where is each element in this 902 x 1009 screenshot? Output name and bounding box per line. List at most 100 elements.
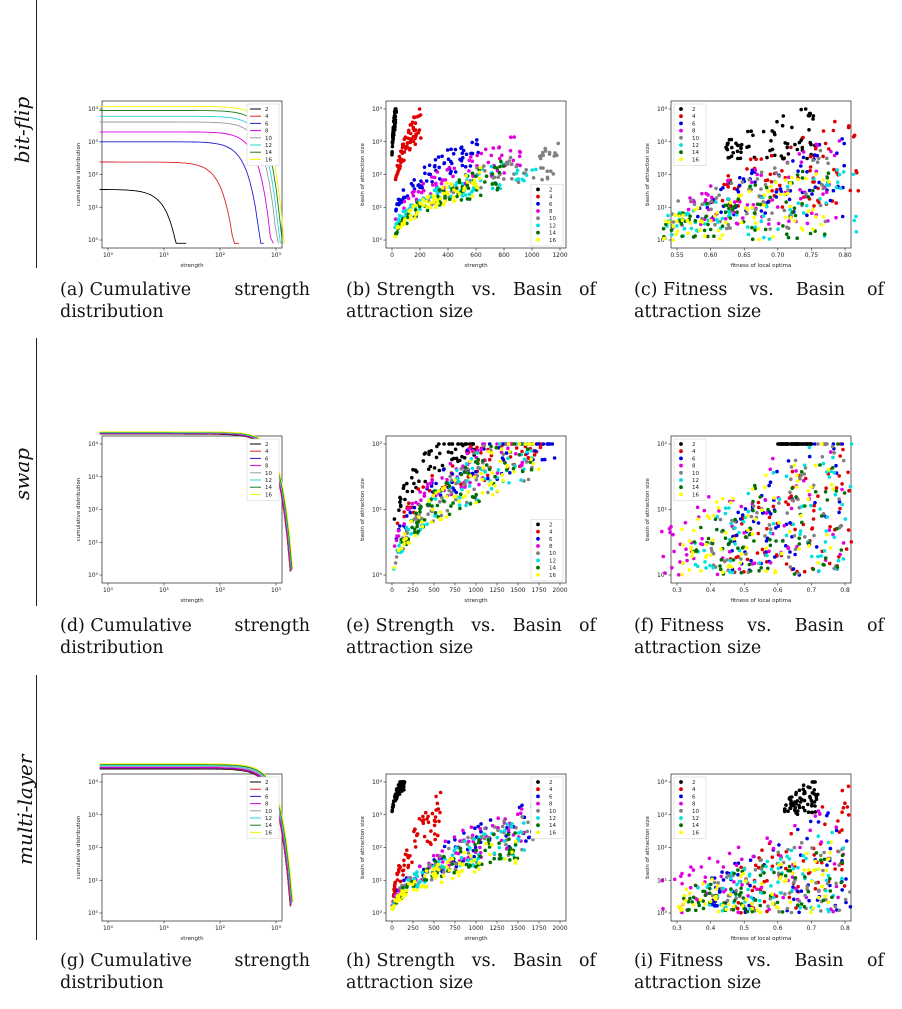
point-12: [467, 192, 472, 197]
point-16: [710, 877, 714, 882]
legend-swatch: [679, 478, 683, 482]
point-2: [790, 125, 794, 130]
point-14: [751, 499, 755, 504]
point-14: [797, 542, 802, 546]
point-4: [398, 166, 402, 170]
point-8: [672, 877, 677, 882]
legend-label: 16: [265, 492, 272, 498]
point-12: [824, 529, 828, 533]
point-14: [688, 896, 692, 901]
legend-box: [530, 184, 564, 247]
point-14: [506, 832, 510, 837]
point-8: [478, 827, 483, 831]
point-12: [804, 856, 808, 861]
point-6: [473, 845, 478, 850]
point-14: [686, 899, 691, 904]
point-12: [457, 503, 462, 507]
point-2: [453, 447, 458, 452]
y-tick-label: 10⁰: [372, 910, 383, 917]
point-8: [716, 860, 720, 864]
point-16: [462, 188, 466, 193]
point-2: [427, 452, 431, 457]
legend-swatch: [679, 114, 683, 119]
point-10: [676, 199, 680, 203]
point-14: [419, 505, 423, 509]
point-14: [719, 557, 724, 562]
point-2: [798, 442, 802, 446]
chart-svg-d: 10⁰ 10¹ 10² 10³10⁰10¹10²10³10⁴strengthcumul…: [76, 431, 294, 604]
legend-label: 12: [265, 816, 272, 822]
point-10: [462, 482, 467, 487]
point-6: [429, 484, 434, 488]
point-14: [492, 856, 496, 861]
point-14: [478, 854, 482, 859]
point-10: [509, 162, 514, 166]
point-10: [803, 893, 807, 898]
point-8: [741, 216, 745, 220]
point-12: [796, 201, 801, 205]
point-6: [844, 900, 848, 905]
point-14: [786, 235, 791, 240]
point-2: [807, 128, 811, 132]
point-14: [423, 878, 427, 882]
point-10: [420, 516, 424, 521]
point-10: [501, 452, 506, 456]
point-6: [813, 185, 818, 189]
y-axis-label: basin of attraction size: [360, 477, 366, 540]
point-12: [826, 840, 831, 845]
legend-label: 16: [549, 238, 556, 244]
point-8: [768, 560, 773, 565]
point-14: [418, 510, 422, 514]
point-12: [753, 880, 757, 884]
point-4: [834, 486, 839, 490]
point-12: [762, 235, 766, 240]
point-14: [834, 489, 839, 493]
point-16: [468, 459, 472, 464]
point-8: [517, 149, 522, 154]
point-6: [475, 138, 479, 142]
point-16: [720, 903, 725, 908]
point-14: [783, 874, 788, 878]
point-14: [459, 472, 464, 477]
point-12: [714, 200, 718, 204]
legend-label: 14: [265, 150, 272, 156]
point-16: [826, 900, 831, 904]
point-8: [799, 160, 804, 164]
point-12: [787, 857, 792, 861]
x-tick-label: 10¹: [159, 925, 170, 932]
point-14: [755, 202, 760, 206]
point-10: [440, 495, 444, 500]
point-14: [758, 495, 762, 499]
point-10: [761, 200, 765, 204]
point-8: [706, 193, 710, 197]
point-12: [516, 838, 521, 843]
point-12: [746, 509, 751, 514]
point-12: [516, 177, 521, 181]
point-4: [434, 808, 438, 812]
point-2: [812, 792, 817, 796]
point-10: [768, 896, 773, 901]
point-8: [768, 467, 773, 472]
point-14: [818, 463, 822, 467]
point-14: [786, 868, 790, 873]
point-4: [760, 848, 764, 852]
point-16: [703, 234, 707, 238]
legend-swatch: [679, 107, 683, 111]
point-12: [778, 891, 783, 895]
point-10: [785, 906, 790, 911]
x-tick-label: 2000: [552, 925, 567, 932]
point-8: [759, 173, 763, 177]
point-16: [445, 865, 449, 869]
point-8: [471, 174, 475, 178]
point-2: [390, 809, 394, 814]
point-16: [829, 840, 834, 844]
legend-label: 4: [549, 787, 553, 793]
x-tick-label: 10²: [215, 587, 226, 594]
point-4: [762, 899, 767, 904]
point-14: [688, 214, 692, 218]
point-8: [402, 199, 407, 204]
point-14: [772, 870, 776, 875]
legend-swatch: [679, 823, 683, 828]
point-16: [439, 880, 444, 885]
legend-swatch: [536, 565, 540, 570]
